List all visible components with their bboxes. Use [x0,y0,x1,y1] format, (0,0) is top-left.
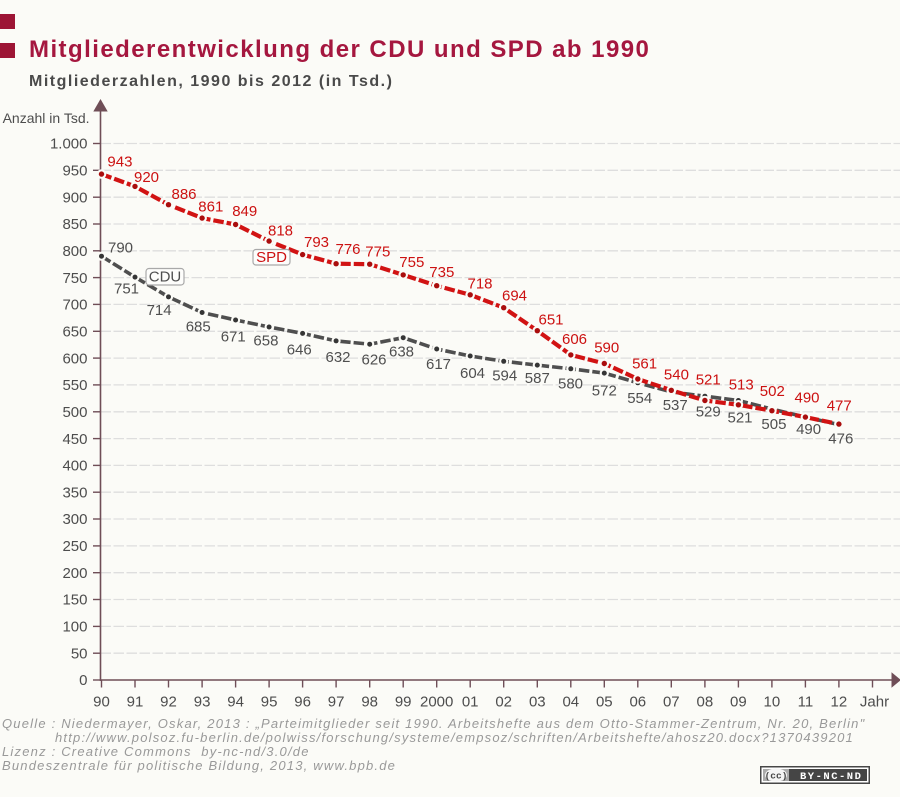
svg-text:521: 521 [728,410,753,427]
svg-text:CDU: CDU [149,269,182,286]
svg-text:2000: 2000 [420,694,453,711]
svg-text:658: 658 [253,333,278,350]
svg-text:150: 150 [62,592,87,609]
svg-text:06: 06 [629,694,646,711]
svg-text:638: 638 [389,344,414,361]
svg-text:500: 500 [62,404,87,421]
svg-text:604: 604 [460,365,485,382]
svg-text:01: 01 [462,694,479,711]
svg-text:11: 11 [798,694,814,711]
svg-text:476: 476 [828,431,853,448]
svg-text:03: 03 [529,694,546,711]
svg-text:505: 505 [761,416,786,433]
svg-text:900: 900 [62,189,87,206]
svg-text:632: 632 [326,349,351,366]
svg-text:04: 04 [562,694,579,711]
svg-text:05: 05 [596,694,613,711]
svg-text:800: 800 [62,243,87,260]
svg-text:90: 90 [93,694,110,711]
svg-text:694: 694 [502,288,527,305]
svg-text:200: 200 [62,565,87,582]
svg-text:96: 96 [294,694,311,711]
svg-text:95: 95 [261,694,278,711]
svg-text:775: 775 [365,243,390,260]
svg-text:626: 626 [362,351,387,368]
svg-text:818: 818 [268,223,293,240]
svg-text:350: 350 [62,484,87,501]
svg-text:590: 590 [594,340,619,357]
svg-text:(cc): (cc) [765,771,788,782]
svg-text:850: 850 [62,216,87,233]
svg-text:99: 99 [395,694,412,711]
svg-text:793: 793 [304,234,329,251]
svg-text:SPD: SPD [256,249,287,266]
svg-text:755: 755 [399,254,424,271]
svg-text:651: 651 [539,312,564,329]
svg-text:98: 98 [361,694,378,711]
svg-text:849: 849 [232,203,257,220]
svg-text:685: 685 [186,319,211,336]
svg-text:08: 08 [697,694,714,711]
svg-text:97: 97 [328,694,345,711]
svg-text:920: 920 [134,169,159,186]
svg-text:92: 92 [160,694,177,711]
svg-text:300: 300 [62,511,87,528]
svg-text:714: 714 [147,302,172,319]
svg-text:540: 540 [664,367,689,384]
svg-text:600: 600 [62,350,87,367]
svg-text:572: 572 [592,383,617,400]
svg-text:671: 671 [221,329,246,346]
svg-text:513: 513 [729,376,754,393]
svg-text:91: 91 [127,694,144,711]
svg-text:490: 490 [796,421,821,438]
svg-text:617: 617 [426,356,451,373]
svg-text:BY-NC-ND: BY-NC-ND [800,771,862,783]
svg-text:700: 700 [62,297,87,314]
svg-text:750: 750 [62,270,87,287]
svg-text:09: 09 [730,694,747,711]
svg-text:561: 561 [632,356,657,373]
svg-text:587: 587 [525,370,550,387]
svg-text:751: 751 [114,281,139,298]
svg-text:Anzahl in Tsd.: Anzahl in Tsd. [3,110,90,126]
svg-text:250: 250 [62,538,87,555]
svg-text:554: 554 [627,390,652,407]
svg-text:735: 735 [429,264,454,281]
svg-text:10: 10 [764,694,781,711]
svg-text:93: 93 [194,694,211,711]
svg-text:606: 606 [562,331,587,348]
svg-text:529: 529 [696,403,721,420]
svg-text:0: 0 [79,672,87,689]
svg-text:477: 477 [827,398,852,415]
svg-text:02: 02 [495,694,512,711]
svg-text:1.000: 1.000 [50,136,88,153]
svg-text:50: 50 [71,645,88,662]
svg-text:Jahr: Jahr [860,694,889,711]
svg-text:886: 886 [172,186,197,203]
svg-text:580: 580 [558,376,583,393]
svg-text:100: 100 [62,619,87,636]
svg-text:650: 650 [62,324,87,341]
svg-text:400: 400 [62,458,87,475]
svg-text:718: 718 [468,275,493,292]
svg-text:521: 521 [696,372,721,389]
svg-text:594: 594 [492,368,517,385]
svg-text:537: 537 [663,397,688,414]
svg-text:550: 550 [62,377,87,394]
svg-text:776: 776 [336,241,361,258]
svg-text:490: 490 [795,390,820,407]
svg-text:861: 861 [198,199,223,216]
svg-text:790: 790 [108,240,133,257]
svg-text:950: 950 [62,163,87,180]
svg-text:450: 450 [62,431,87,448]
svg-text:943: 943 [107,154,132,171]
svg-text:12: 12 [831,694,848,711]
svg-text:07: 07 [663,694,680,711]
svg-text:646: 646 [287,342,312,359]
svg-text:502: 502 [760,383,785,400]
svg-text:94: 94 [227,694,244,711]
